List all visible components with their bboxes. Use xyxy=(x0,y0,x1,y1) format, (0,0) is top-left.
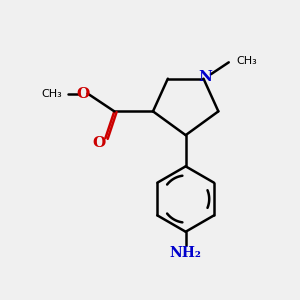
Text: NH₂: NH₂ xyxy=(170,246,202,260)
Text: O: O xyxy=(93,136,106,150)
Text: N: N xyxy=(198,70,212,84)
Text: CH₃: CH₃ xyxy=(42,88,62,98)
Text: O: O xyxy=(76,86,90,100)
Text: CH₃: CH₃ xyxy=(236,56,257,66)
